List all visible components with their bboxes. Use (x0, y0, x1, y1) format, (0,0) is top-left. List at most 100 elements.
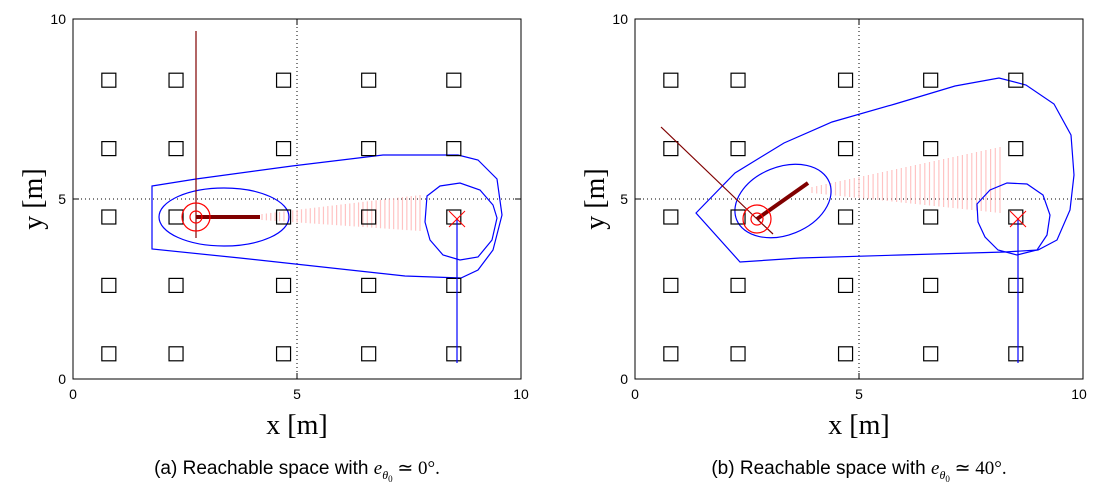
reachable-boundary-outer-b (695, 77, 1075, 263)
landmark-square (663, 346, 679, 362)
landmark-square (923, 141, 939, 157)
landmark-square (730, 346, 746, 362)
ticks-a: 0 5 10 0 5 10 (50, 11, 529, 402)
landmark-square (101, 209, 117, 225)
landmark-square (275, 346, 292, 362)
landmarks-b (663, 72, 1024, 362)
grid-b (635, 19, 1083, 379)
landmark-square (101, 346, 117, 362)
landmark-square (730, 72, 746, 88)
landmark-square (101, 141, 117, 157)
landmark-square (1008, 277, 1024, 293)
landmark-square (446, 141, 462, 157)
landmark-square (446, 72, 462, 88)
xtick-label-b-2: 10 (1071, 386, 1087, 402)
landmark-square (361, 209, 377, 225)
landmark-square (663, 141, 679, 157)
landmark-square (275, 72, 292, 88)
ytick-label-a-1: 5 (58, 191, 66, 207)
caption-a: (a) Reachable space with eθ0 ≃ 0°. (154, 458, 440, 484)
reachable-boundary-goal-b (976, 182, 1051, 256)
panel-b: 0 5 10 0 5 10 x [m] y [m] (b) Reachable … (580, 11, 1087, 484)
landmarks-a (101, 72, 462, 362)
landmark-square (1008, 141, 1024, 157)
goal-cross-a (448, 210, 466, 228)
landmark-square (923, 277, 939, 293)
landmark-square (101, 72, 117, 88)
landmark-square (837, 346, 854, 362)
landmark-square (663, 277, 679, 293)
landmark-square (837, 277, 854, 293)
landmark-square (446, 277, 462, 293)
panel-a: 0 5 10 0 5 10 x [m] y [m] (a) Reachable … (18, 11, 529, 484)
reachable-boundary-outer-a (151, 154, 503, 279)
caption-a-relation: ≃ 0°. (393, 458, 440, 479)
robot-start-inner-circle-a (189, 210, 203, 224)
landmark-square (275, 141, 292, 157)
ticks-b: 0 5 10 0 5 10 (612, 11, 1087, 402)
ytick-label-b-2: 10 (612, 11, 628, 27)
ytick-label-a-2: 10 (50, 11, 66, 27)
landmark-square (275, 209, 292, 225)
xtick-label-a-2: 10 (513, 386, 529, 402)
landmark-square (361, 346, 377, 362)
caption-a-sub: θ (382, 468, 388, 482)
y-axis-label-a: y [m] (18, 168, 49, 229)
reachable-boundary-start-b (734, 163, 832, 239)
caption-a-prefix: (a) Reachable space with (154, 458, 374, 479)
landmark-square (168, 141, 184, 157)
landmark-square (168, 72, 184, 88)
caption-b-symbol: e (931, 458, 939, 479)
caption-b: (b) Reachable space with eθ0 ≃ 40°. (711, 458, 1006, 484)
landmark-square (1008, 346, 1024, 362)
y-axis-label-b: y [m] (580, 168, 611, 229)
landmark-square (923, 346, 939, 362)
x-axis-label-b: x [m] (828, 410, 889, 441)
landmark-square (446, 209, 462, 225)
landmark-square (168, 346, 184, 362)
landmark-square (168, 277, 184, 293)
robot-start-outer-circle-a (181, 202, 211, 232)
ytick-label-a-0: 0 (58, 371, 66, 387)
landmark-square (923, 209, 939, 225)
landmark-square (837, 141, 854, 157)
initial-heading-line-b-tail (756, 218, 774, 235)
landmark-square (730, 141, 746, 157)
landmark-square (1008, 209, 1024, 225)
landmark-square (361, 72, 377, 88)
caption-b-sub: θ (939, 468, 945, 482)
landmark-square (923, 72, 939, 88)
x-axis-label-a: x [m] (266, 410, 327, 441)
landmark-square (101, 277, 117, 293)
landmark-square (837, 72, 854, 88)
landmark-square (663, 209, 679, 225)
xtick-label-b-1: 5 (855, 386, 863, 402)
landmark-square (730, 209, 746, 225)
robot-start-inner-circle-b (750, 212, 764, 226)
ytick-label-b-0: 0 (620, 371, 628, 387)
robot-heading-vector-b (755, 181, 810, 221)
landmark-square (663, 72, 679, 88)
xtick-label-a-1: 5 (293, 386, 301, 402)
landmark-square (275, 277, 292, 293)
landmark-square (361, 141, 377, 157)
landmark-square (446, 346, 462, 362)
initial-heading-line-b (660, 126, 758, 220)
goal-cross-b (1009, 210, 1027, 228)
reachable-boundary-goal-a (424, 182, 498, 261)
landmark-square (168, 209, 184, 225)
caption-a-subsub: 0 (388, 474, 393, 484)
caption-b-relation: ≃ 40°. (950, 458, 1007, 479)
ytick-label-b-1: 5 (620, 191, 628, 207)
caption-b-subsub: 0 (945, 474, 950, 484)
landmark-square (1008, 72, 1024, 88)
heading-fan-b (811, 147, 1001, 213)
robot-start-outer-circle-b (742, 204, 772, 234)
landmark-square (730, 277, 746, 293)
landmark-square (837, 209, 854, 225)
reachable-boundary-start-a (158, 187, 290, 247)
landmark-square (361, 277, 377, 293)
grid-a (73, 19, 521, 379)
xtick-label-a-0: 0 (69, 386, 77, 402)
